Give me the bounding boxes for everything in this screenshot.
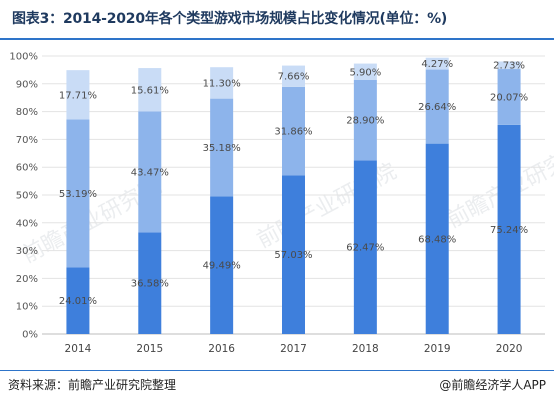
bar-segment-2017-0 [282,175,305,334]
bar-segment-2018-2 [353,63,377,80]
chart-title: 图表3：2014-2020年各个类型游戏市场规模占比变化情况(单位：%) [12,11,448,27]
bar-segment-2016-2 [210,67,234,99]
x-tick-label: 2017 [280,343,307,355]
data-label: 11.30% [203,78,241,89]
y-tick-label: 70% [16,135,38,146]
bar-segment-2020-1 [497,69,521,125]
x-tick-label: 2014 [65,343,92,355]
data-labels: 24.01% 53.19% 17.71% 36.58% 43.47% 15.61% 49.4… [59,59,528,307]
footer-divider [0,370,554,371]
y-tick-label: 0% [22,330,38,341]
data-label: 17.71% [59,90,97,101]
y-tick-label: 60% [16,163,38,174]
x-tick-label: 2016 [208,343,235,355]
bar-segment-2015-2 [138,68,162,112]
bar-segment-2020-0 [497,124,521,335]
data-label: 26.64% [418,102,456,113]
bar-segment-2015-0 [138,232,162,334]
bar-segment-2018-1 [353,79,377,161]
bar-segment-2018-0 [353,160,377,334]
data-label: 53.19% [59,189,97,200]
bar-segment-2017-1 [282,86,305,176]
y-tick-label: 20% [16,274,38,285]
x-tick-label: 2020 [496,343,523,355]
x-tick-label: 2015 [136,343,163,355]
y-tick-label: 50% [16,191,38,202]
data-label: 5.90% [349,67,381,78]
x-tick-label: 2018 [352,343,379,355]
data-label: 4.27% [421,59,453,70]
bar-segment-2014-0 [66,267,90,334]
y-tick-label: 40% [16,218,38,229]
data-label: 31.86% [274,127,312,138]
stacked-bar-chart: 前瞻产业研究院前瞻产业研究院前瞻产业研究院 0%10%20%30%40%50%6… [9,52,554,356]
y-tick-label: 30% [16,246,38,257]
y-tick-label: 10% [16,302,38,313]
bar-segment-2019-0 [425,143,449,334]
data-label: 36.58% [131,279,169,290]
y-tick-label: 90% [16,79,38,90]
data-label: 43.47% [131,167,169,178]
watermark-text-1: 前瞻产业研究院 [253,159,401,253]
y-tick-label: 80% [16,107,38,118]
data-label: 7.66% [278,72,310,83]
x-tick-label: 2019 [424,343,451,355]
bar-segment-2019-2 [425,57,449,70]
bar-segment-2014-1 [66,119,90,268]
bar-segment-2019-1 [425,69,449,144]
title-divider [0,38,554,40]
data-label: 62.47% [346,243,384,254]
data-label: 28.90% [346,116,384,127]
data-label: 20.07% [490,92,528,103]
source-note: 资料来源：前瞻产业研究院整理 [8,378,177,392]
y-tick-label: 100% [9,52,38,63]
data-label: 75.24% [490,225,528,236]
bar-segment-2016-1 [210,98,234,197]
data-label: 2.73% [493,61,525,72]
bar-segment-2014-2 [66,70,90,120]
bars [66,57,521,335]
data-label: 49.49% [203,261,241,272]
data-label: 15.61% [131,85,169,96]
brand-credit: @前瞻经济学人APP [439,378,546,392]
data-label: 24.01% [59,296,97,307]
bar-segment-2016-0 [210,196,234,334]
bar-segment-2017-2 [282,65,305,87]
data-label: 35.18% [203,143,241,154]
bar-segment-2015-1 [138,111,162,233]
data-label: 57.03% [274,250,312,261]
x-axis: 2014 2015 2016 2017 2018 2019 2020 [65,343,523,355]
bar-segment-2020-2 [497,61,521,70]
data-label: 68.48% [418,234,456,245]
